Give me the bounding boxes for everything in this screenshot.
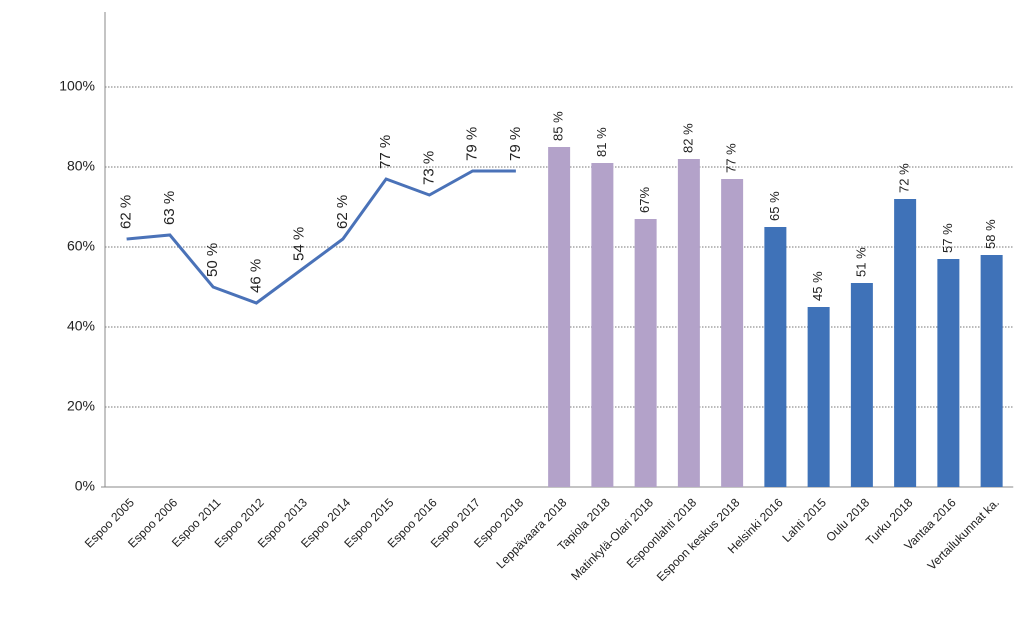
data-label: 57 % <box>940 223 955 253</box>
data-label: 51 % <box>853 247 868 277</box>
y-tick-label: 80% <box>67 158 95 174</box>
data-label: 77 % <box>377 135 394 169</box>
bar <box>980 255 1003 487</box>
y-tick-label: 60% <box>67 238 95 254</box>
data-label: 62 % <box>334 195 351 229</box>
bar <box>850 283 873 487</box>
data-label: 45 % <box>810 271 825 301</box>
data-label: 67% <box>637 187 652 213</box>
data-label: 50 % <box>204 243 221 277</box>
bar <box>634 219 657 487</box>
data-label: 79 % <box>507 127 524 161</box>
data-label: 72 % <box>897 163 912 193</box>
data-label: 77 % <box>724 143 739 173</box>
x-tick-label: Matinkylä-Olari 2018 <box>568 495 656 583</box>
data-label: 85 % <box>551 111 566 141</box>
bar <box>937 259 960 487</box>
bar <box>548 147 571 487</box>
y-tick-label: 40% <box>67 318 95 334</box>
data-label: 65 % <box>767 191 782 221</box>
bar <box>677 159 700 487</box>
data-label: 54 % <box>291 227 308 261</box>
y-tick-label: 20% <box>67 398 95 414</box>
line <box>126 169 516 305</box>
data-label: 73 % <box>420 151 437 185</box>
data-label: 82 % <box>680 123 695 153</box>
bar <box>807 307 830 487</box>
data-label: 81 % <box>594 127 609 157</box>
data-label: 63 % <box>161 191 178 225</box>
y-tick-label: 0% <box>75 478 95 494</box>
data-label: 79 % <box>464 127 481 161</box>
bar <box>764 227 787 487</box>
data-label: 58 % <box>983 219 998 249</box>
data-label: 62 % <box>118 195 135 229</box>
y-tick-label: 100% <box>59 78 95 94</box>
x-tick-label: Lahti 2015 <box>779 495 829 545</box>
bar <box>591 163 614 487</box>
bar <box>894 199 917 487</box>
data-label: 46 % <box>247 259 264 293</box>
bar <box>721 179 744 487</box>
x-tick-label: Espoon keskus 2018 <box>654 495 743 584</box>
